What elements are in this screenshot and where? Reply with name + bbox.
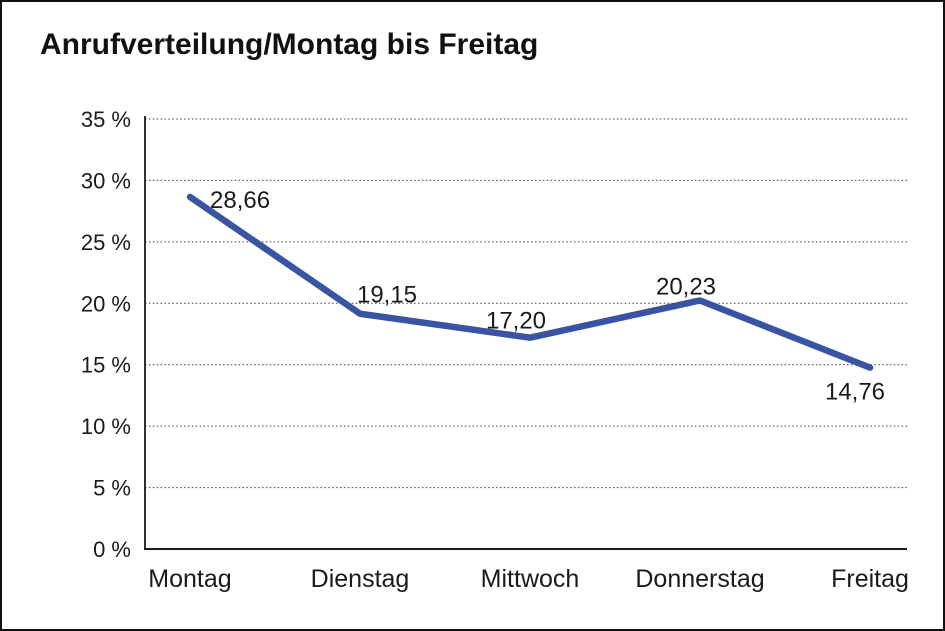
data-point-label: 14,76 <box>825 379 885 406</box>
chart-title: Anrufverteilung/Montag bis Freitag <box>40 28 539 61</box>
data-point-label: 20,23 <box>656 273 716 300</box>
y-axis-tick-label: 30 % <box>81 168 131 193</box>
x-axis-category-label: Dienstag <box>311 565 410 593</box>
data-point-label: 17,20 <box>486 308 546 335</box>
x-axis-category-label: Donnerstag <box>635 565 764 593</box>
y-axis-tick-label: 10 % <box>81 414 131 439</box>
y-axis-tick-label: 25 % <box>81 230 131 255</box>
y-axis-tick-label: 0 % <box>93 537 131 562</box>
y-axis-tick-label: 15 % <box>81 353 131 378</box>
x-axis-category-label: Montag <box>148 565 231 593</box>
x-axis-category-label: Mittwoch <box>481 565 580 593</box>
y-axis-tick-label: 5 % <box>93 476 131 501</box>
x-axis-category-label: Freitag <box>831 565 909 593</box>
y-axis-tick-label: 35 % <box>81 107 131 132</box>
y-axis-tick-label: 20 % <box>81 291 131 316</box>
series-line <box>186 193 874 371</box>
data-point-label: 19,15 <box>357 282 417 309</box>
data-point-label: 28,66 <box>210 187 270 214</box>
